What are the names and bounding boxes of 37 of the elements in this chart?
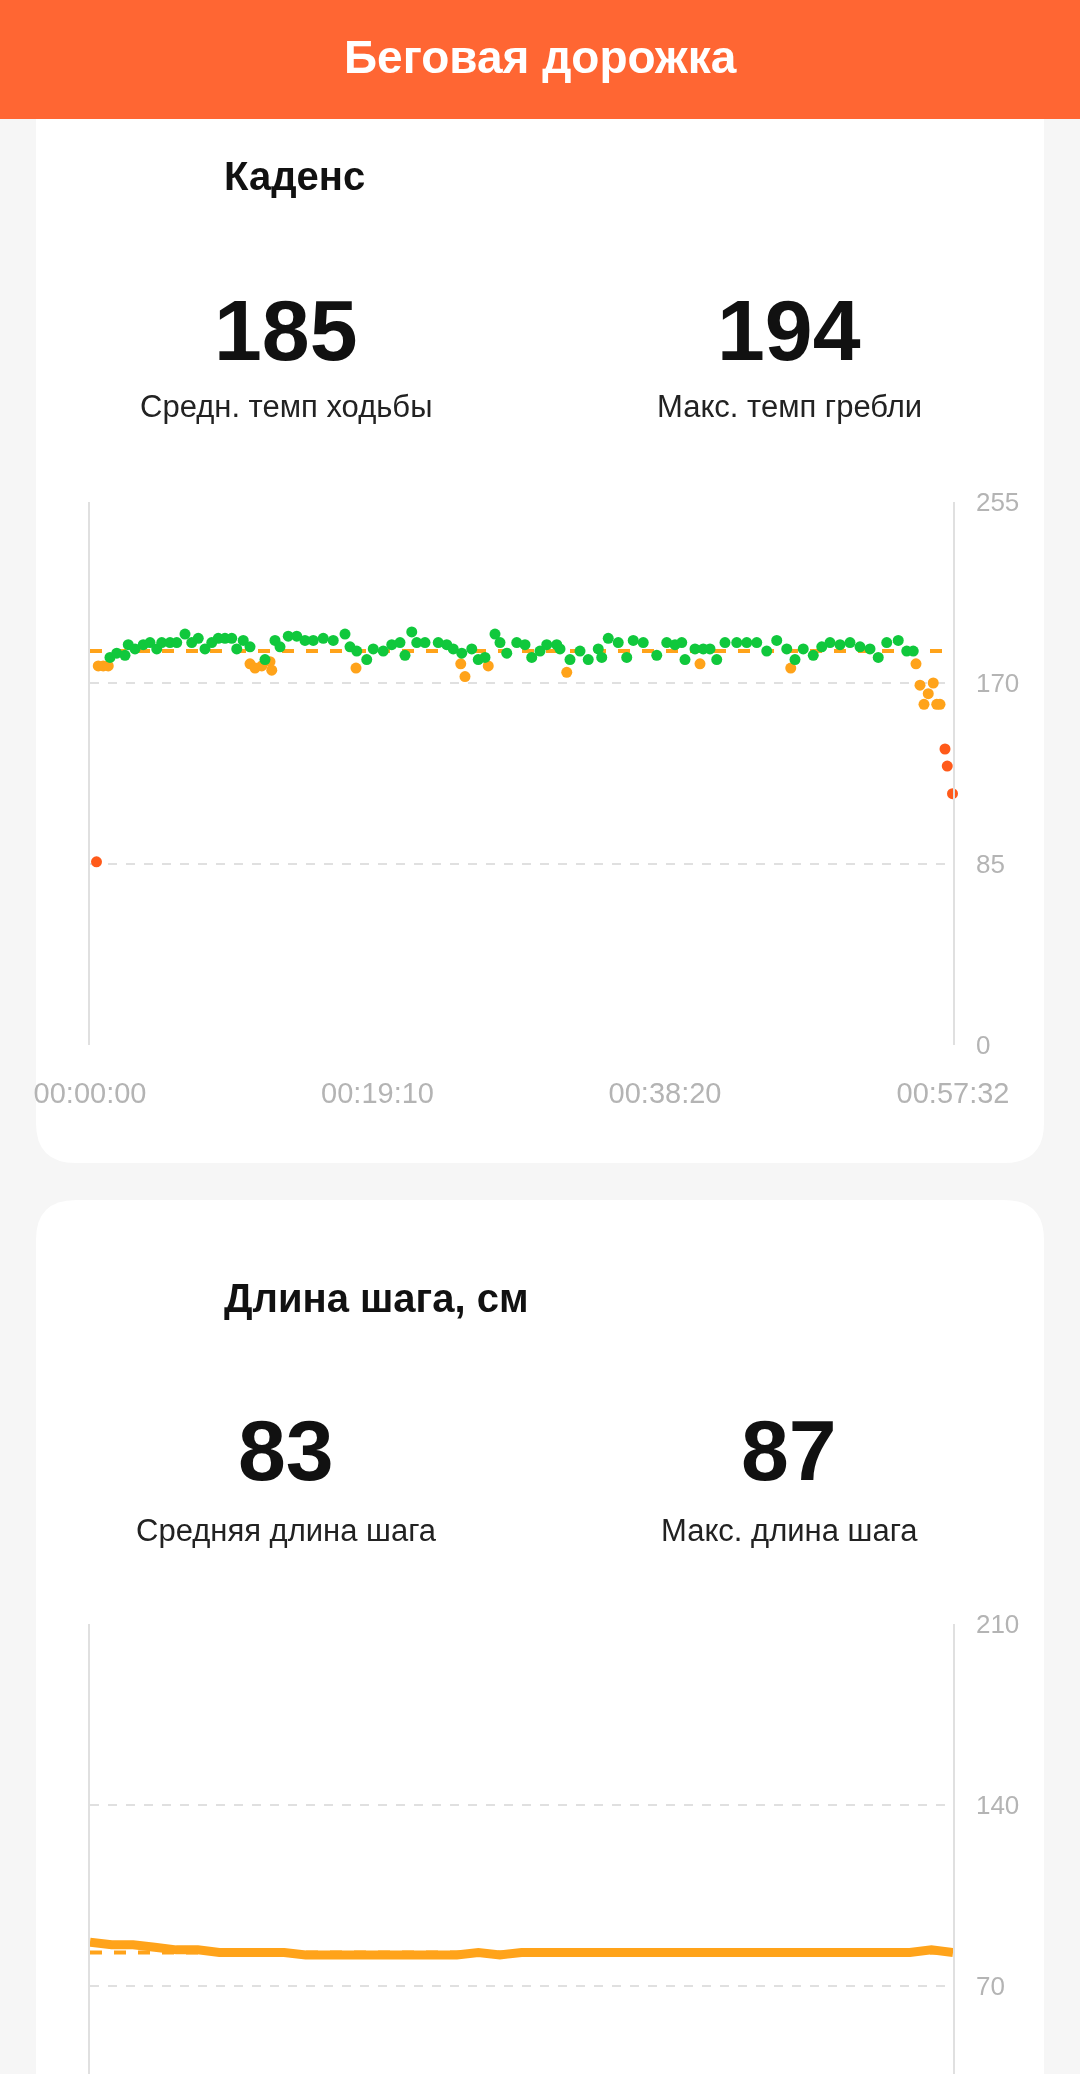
- text: 87: [741, 1402, 837, 1498]
- text: 83: [238, 1402, 334, 1498]
- point: [941, 760, 953, 772]
- point: [918, 698, 930, 710]
- y-tick-label: 210: [975, 1609, 1020, 1640]
- point: [922, 688, 934, 700]
- point: [927, 677, 939, 689]
- chart-title: Длина шага, см: [224, 1276, 529, 1320]
- chart-title: Каденс: [224, 154, 366, 198]
- point: [694, 658, 706, 670]
- y-tick-label: 255: [975, 487, 1020, 518]
- point: [914, 679, 926, 691]
- point: [561, 666, 573, 678]
- x-tick-label: 00:57:32: [896, 1077, 1010, 1109]
- point: [91, 856, 102, 868]
- x-tick-label: 00:38:20: [608, 1077, 722, 1109]
- text: Макс. длина шага: [661, 1513, 919, 1548]
- point: [350, 662, 362, 674]
- y-tick-label: 140: [975, 1790, 1020, 1821]
- point: [939, 743, 951, 755]
- point: [266, 664, 278, 676]
- y-tick-label: 70: [975, 1971, 1005, 2002]
- y-tick-label: 85: [975, 849, 1005, 880]
- y-tick-label: 0: [975, 1030, 991, 1061]
- text: 185: [214, 282, 358, 378]
- point: [459, 671, 471, 683]
- point: [785, 662, 797, 674]
- text: Макс. темп гребли: [657, 389, 923, 424]
- text: Средняя длина шага: [136, 1513, 437, 1548]
- text: Средн. темп ходьбы: [140, 389, 433, 424]
- y-tick-label: 170: [975, 668, 1020, 699]
- text: Беговая дорожка: [344, 31, 737, 83]
- point: [455, 658, 467, 670]
- x-tick-label: 00:00:00: [33, 1077, 147, 1109]
- x-tick-label: 00:19:10: [321, 1077, 434, 1109]
- text: 194: [717, 282, 861, 378]
- point: [910, 658, 922, 670]
